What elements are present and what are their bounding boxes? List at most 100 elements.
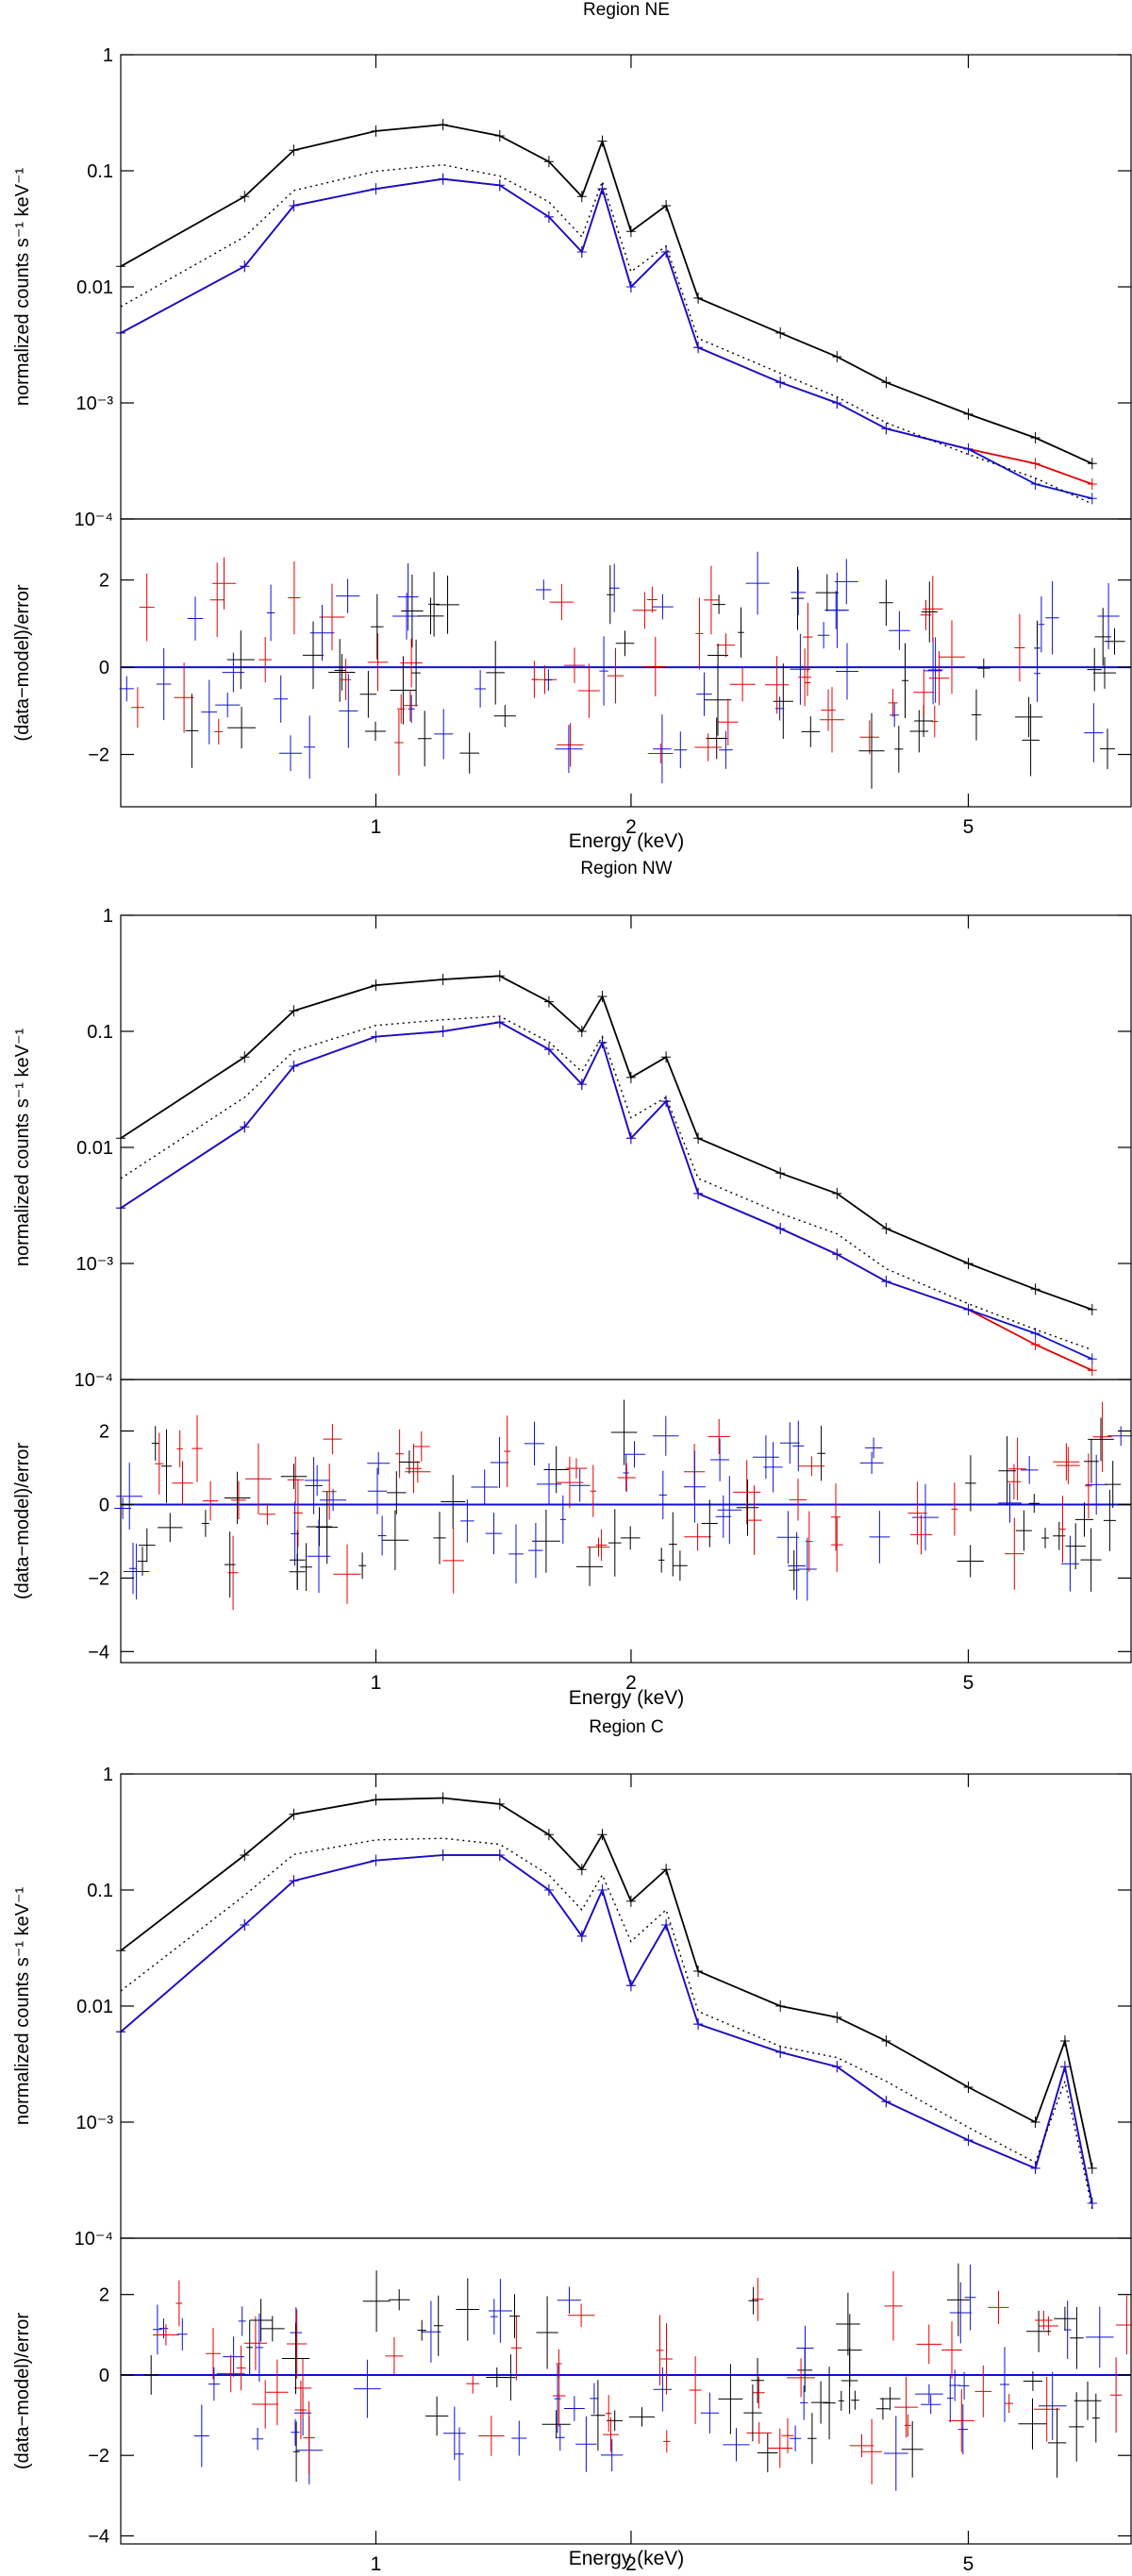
y-tick-label: 1	[103, 906, 113, 927]
residual-point	[719, 730, 733, 769]
residual-point	[155, 1432, 164, 1495]
residual-point	[359, 671, 377, 718]
residual-point	[800, 2385, 808, 2420]
residual-point	[224, 1531, 236, 1598]
x-tick-label: 1	[371, 2553, 382, 2575]
residual-frame	[120, 2237, 1132, 2545]
residual-point	[776, 1511, 800, 1564]
residual-point	[1065, 1523, 1086, 1569]
data-point	[289, 1005, 299, 1017]
data-point	[289, 1061, 299, 1072]
chart-panel-3: Region C 1 0.1 0.01 10⁻³ 10⁻⁴ normalized count…	[12, 1717, 1132, 2575]
residual-point	[694, 733, 722, 761]
residual-point	[536, 2296, 558, 2369]
data-point	[881, 2035, 891, 2047]
residual-point	[1038, 2316, 1058, 2336]
residual-point	[841, 2347, 858, 2415]
residual-point	[859, 720, 879, 754]
residual-point	[894, 726, 904, 773]
residual-point	[201, 679, 218, 744]
residual-point	[158, 1513, 183, 1543]
residual-point	[1026, 2311, 1052, 2352]
residual-point	[1103, 1489, 1116, 1551]
residual-point	[1028, 1494, 1040, 1514]
residual-y-tick-label: −2	[88, 745, 109, 766]
residual-point	[249, 2299, 273, 2342]
chart-title: Region C	[589, 1717, 663, 1737]
residual-point	[801, 716, 821, 747]
residual-point	[947, 2263, 970, 2336]
data-point	[693, 292, 704, 304]
data-point	[576, 191, 587, 203]
residual-point	[746, 2422, 772, 2444]
residual-point	[921, 581, 938, 643]
data-point	[775, 1223, 786, 1234]
residual-point	[836, 2292, 860, 2356]
residual-frame	[120, 518, 1132, 808]
data-point	[289, 1808, 299, 1820]
residual-point	[607, 647, 624, 704]
data-point	[693, 1965, 704, 1977]
data-point	[543, 995, 554, 1008]
residual-point	[417, 597, 444, 635]
residual-point	[390, 656, 417, 725]
residual-point	[817, 1425, 825, 1481]
residual-point	[753, 2377, 765, 2409]
residual-point	[543, 1446, 569, 1494]
residual-point	[555, 725, 583, 774]
residual-point	[884, 2271, 903, 2341]
residual-point	[879, 2386, 901, 2411]
residual-point	[441, 1475, 466, 1529]
data-point	[240, 1051, 250, 1063]
residual-point	[791, 566, 805, 630]
residual-point	[931, 705, 939, 738]
residual-point	[738, 607, 744, 658]
residual-point	[946, 2373, 954, 2423]
data-point	[240, 1121, 250, 1133]
data-point	[661, 1096, 672, 1108]
residual-point	[790, 633, 811, 705]
residual-point	[1084, 1439, 1099, 1483]
data-point	[597, 1884, 608, 1896]
residual-point	[555, 2424, 565, 2451]
residual-point	[131, 687, 144, 728]
residual-point	[1100, 728, 1115, 769]
residual-point	[322, 1464, 337, 1520]
data-point	[1030, 458, 1040, 470]
y-tick-label: 1	[103, 45, 113, 66]
residual-point	[474, 670, 487, 708]
data-point	[1087, 458, 1097, 470]
y-tick-label: 10⁻³	[76, 1254, 114, 1275]
residual-point	[780, 1422, 800, 1464]
residual-point	[339, 674, 358, 748]
residual-point	[791, 569, 807, 615]
residual-point	[236, 2345, 246, 2391]
residual-point	[1085, 1453, 1092, 1519]
residual-point	[1092, 1401, 1112, 1472]
residual-point	[252, 2380, 278, 2429]
residual-point	[1035, 2310, 1053, 2331]
data-point	[963, 1258, 974, 1269]
residual-point	[803, 602, 813, 672]
residual-y-axis-label: (data−model)/error	[12, 584, 33, 742]
residual-point	[915, 2384, 943, 2404]
residual-point	[557, 2286, 581, 2314]
residual-point	[116, 1463, 143, 1530]
residual-point	[901, 643, 908, 719]
x-tick-label: 1	[371, 816, 382, 838]
residual-point	[137, 1547, 148, 1576]
residual-point	[815, 574, 839, 611]
data-point	[371, 1854, 381, 1866]
residual-point	[575, 2416, 597, 2472]
residual-point	[921, 2395, 941, 2415]
residual-point	[564, 647, 585, 683]
residual-point	[243, 2316, 267, 2370]
residual-point	[365, 721, 386, 742]
data-point	[775, 2000, 786, 2012]
residual-point	[653, 714, 672, 784]
data-point	[494, 1016, 505, 1029]
residual-point	[644, 636, 667, 696]
data-point	[371, 183, 381, 195]
residual-point	[1000, 2347, 1009, 2422]
residual-point	[536, 1463, 562, 1505]
